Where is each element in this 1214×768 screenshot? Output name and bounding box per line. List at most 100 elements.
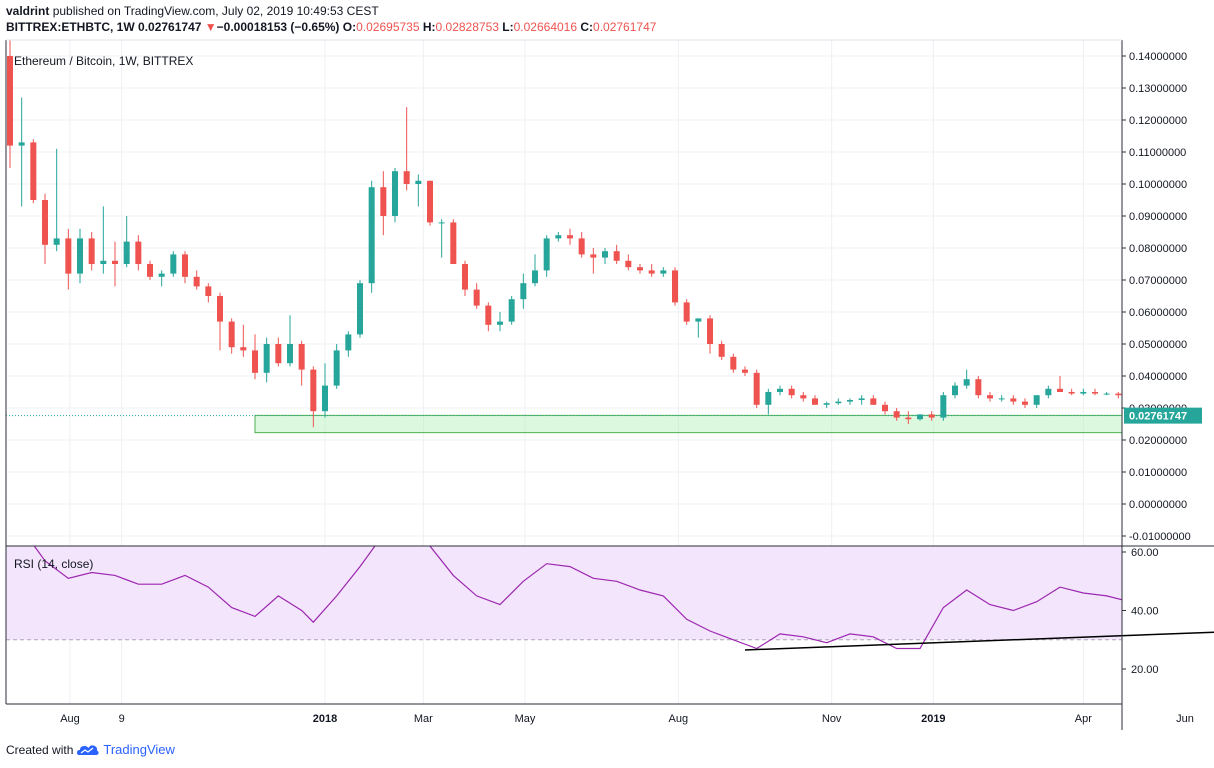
current-price-box — [1124, 407, 1202, 424]
candle-up — [287, 315, 293, 367]
rsi-tick-label: 20.00 — [1131, 664, 1159, 676]
candle-up — [695, 318, 702, 338]
candle-body — [508, 299, 515, 322]
candle-body — [602, 251, 608, 258]
candle-up — [368, 180, 375, 293]
close-value: 0.02761747 — [593, 20, 657, 34]
candle-body — [567, 235, 573, 239]
candle-up — [777, 385, 783, 396]
candle-down — [567, 228, 573, 245]
candle-body — [532, 270, 538, 284]
candle-up — [53, 148, 60, 252]
candle-body — [940, 395, 947, 418]
candle-down — [403, 107, 410, 191]
candle-up — [263, 337, 270, 383]
rsi-axis: 60.00 40.00 20.00 — [1122, 547, 1159, 676]
rsi-tick-label: 60.00 — [1131, 547, 1159, 559]
open-value: 0.02695735 — [356, 20, 420, 34]
current-price-text: 0.02761747 — [1129, 411, 1187, 423]
change-arrow-icon: ▼ — [204, 20, 217, 34]
publish-line: valdrint published on TradingView.com, J… — [6, 4, 656, 20]
author-name[interactable]: valdrint — [6, 4, 50, 18]
published-text: published on TradingView.com, July 02, 2… — [52, 4, 379, 18]
candle-body — [1092, 392, 1098, 394]
candle-body — [392, 171, 398, 216]
created-with-label: Created with — [6, 742, 74, 757]
candle-body — [882, 404, 888, 412]
candle-down — [753, 369, 760, 408]
candle-down — [112, 241, 118, 287]
candle-body — [742, 369, 748, 373]
price-tick-label: 0.13000000 — [1129, 83, 1187, 95]
candle-up — [917, 414, 923, 421]
candle-body — [718, 344, 725, 357]
candle-up — [123, 216, 130, 268]
close-label: C: — [580, 20, 594, 34]
candle-body — [228, 321, 235, 348]
candle-body — [450, 222, 457, 264]
tradingview-brand[interactable]: TradingView — [103, 742, 175, 757]
candle-body — [415, 180, 422, 184]
candle-down — [637, 264, 643, 274]
candle-body — [263, 344, 270, 373]
candle-down — [578, 232, 585, 258]
candle-down — [707, 315, 713, 354]
candle-body — [987, 395, 993, 399]
candle-up — [532, 254, 538, 287]
candle-down — [193, 270, 200, 290]
candle-body — [170, 254, 177, 274]
candle-down — [882, 401, 888, 415]
current-price-label: 0.02761747 — [1124, 407, 1202, 424]
price-tick-label: 0.02000000 — [1129, 435, 1187, 447]
candle-body — [1045, 388, 1052, 396]
candle-body — [252, 350, 258, 373]
candle-body — [135, 241, 142, 264]
high-label: H: — [422, 20, 436, 34]
candle-up — [1045, 385, 1052, 399]
candle-down — [1057, 376, 1063, 392]
candle-up — [660, 267, 667, 277]
candle-down — [1022, 398, 1028, 408]
candle-down — [613, 244, 620, 264]
candle-up — [357, 280, 363, 338]
rsi-divergence-trendline — [744, 631, 1214, 651]
candle-down — [1068, 388, 1075, 396]
candle-body — [123, 241, 130, 264]
candle-body — [637, 267, 643, 271]
candle-body — [555, 235, 562, 239]
footer: Created with TradingView — [6, 742, 175, 757]
price-tick-label: 0.12000000 — [1129, 115, 1187, 127]
candle-down — [648, 264, 655, 277]
time-tick-label: May — [515, 713, 536, 725]
candle-body — [403, 171, 410, 184]
time-tick-label: 2018 — [313, 713, 337, 725]
rsi-line — [33, 546, 1122, 650]
candle-up — [100, 206, 107, 274]
candle-body — [625, 260, 632, 268]
candle-body — [158, 273, 165, 277]
candle-body — [812, 398, 818, 405]
candle-up — [1103, 392, 1110, 396]
candle-body — [1197, 398, 1203, 401]
candle-body — [217, 296, 223, 322]
candle-body — [368, 187, 375, 284]
candle-up — [858, 395, 865, 405]
candle-down — [1092, 388, 1098, 396]
candle-down — [672, 267, 678, 306]
candle-body — [998, 398, 1005, 400]
time-tick-label: 9 — [119, 713, 125, 725]
candle-body — [543, 238, 550, 271]
candle-body — [497, 321, 503, 325]
time-tick-label: Aug — [60, 713, 80, 725]
candle-body — [485, 305, 492, 325]
rsi-band — [6, 546, 1122, 640]
candle-body — [427, 180, 433, 223]
candle-body — [917, 414, 923, 420]
candle-down — [800, 392, 807, 402]
candle-body — [893, 411, 900, 418]
time-tick-label: Aug — [669, 713, 689, 725]
candle-up — [77, 228, 83, 284]
candle-body — [438, 222, 445, 224]
candle-down — [473, 283, 480, 309]
